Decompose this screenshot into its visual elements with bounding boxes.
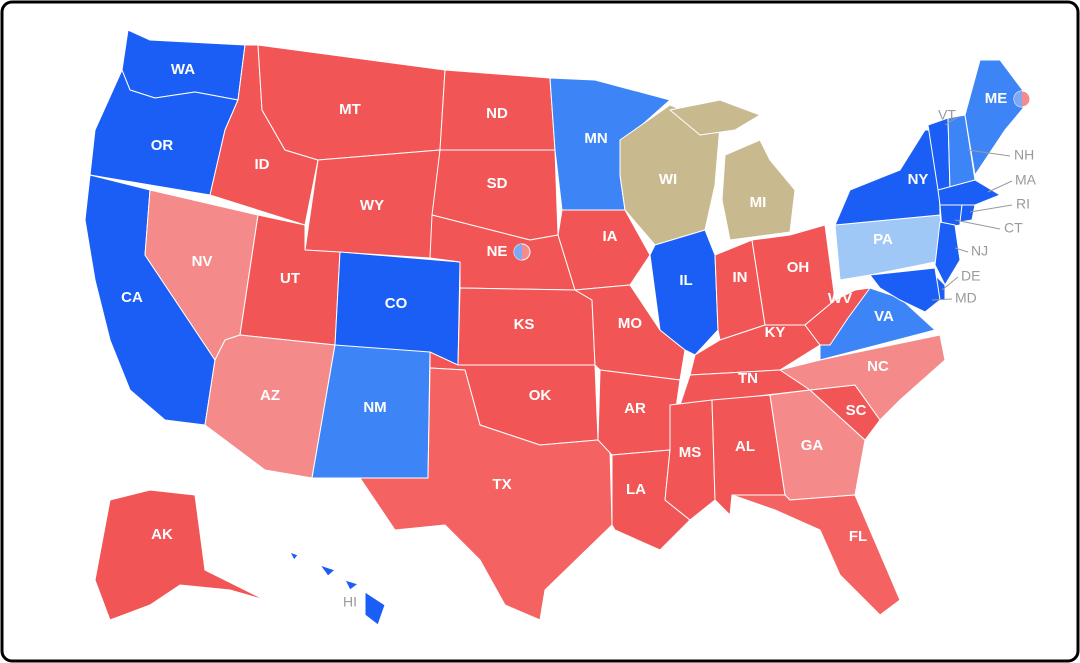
state-label: NY [908,171,929,188]
state-label: ME [985,90,1008,107]
state-label: CT [1004,220,1023,236]
state-label: FL [849,528,867,545]
state-shape[interactable] [344,579,359,591]
state-label: WV [828,290,852,307]
state-shape[interactable] [869,267,941,313]
state-shape[interactable] [364,591,386,626]
state-label: PA [873,231,893,248]
state-shape[interactable] [721,139,796,241]
state-shape[interactable] [959,204,976,223]
state-label: TN [738,370,758,387]
state-shape[interactable] [319,564,336,577]
state-label: ID [255,156,270,173]
leader-line [969,204,1013,213]
state-label: MI [750,194,767,211]
state-label: IL [679,272,692,289]
state-label: AZ [260,387,280,404]
state-label: KY [765,324,786,341]
state-label: VT [938,107,956,123]
state-label: MA [1015,172,1037,188]
leader-line [954,219,1001,230]
labels: WA OR CA ID NV MT WY UT AZ CO NM ND SD N… [121,61,1036,610]
split-marker [1014,91,1022,107]
state-label: NC [867,358,889,375]
state-label: HI [343,594,357,610]
state-shape[interactable] [94,489,266,621]
state-label: AK [151,526,173,543]
state-shape[interactable] [731,494,901,616]
state-label: AR [624,400,646,417]
state-label: OH [787,259,810,276]
state-label: NH [1014,147,1034,163]
state-label: OR [151,137,174,154]
state-label: WI [659,171,677,188]
state-shape[interactable] [669,99,761,136]
state-label: WA [171,61,195,78]
state-label: IA [603,228,618,245]
states [84,29,1031,626]
state-shape[interactable] [937,179,1001,206]
state-label: MS [679,444,702,461]
leader-line [967,149,1011,157]
state-shape[interactable] [779,334,946,421]
state-shape[interactable] [939,204,963,229]
state-label: MO [618,315,642,332]
leader-line [944,116,959,126]
state-label: WY [360,197,384,214]
state-label: UT [280,270,300,287]
state-label: LA [626,481,646,498]
state-label: SD [487,175,508,192]
state-label: VA [874,308,894,325]
state-label: DE [961,268,980,284]
state-label: MT [339,101,361,118]
state-shape[interactable] [934,221,961,286]
state-label: KS [514,316,535,333]
split-markers [513,90,1031,261]
leader-lines [931,116,1013,301]
state-label: OK [529,387,552,404]
state-label: NE [487,243,508,260]
state-label: CA [121,289,143,306]
state-label: TX [492,476,511,493]
leader-line [987,180,1013,193]
state-label: NV [192,253,213,270]
state-shape[interactable] [359,367,613,621]
state-label: MN [584,130,607,147]
state-label: CO [385,295,408,312]
state-shape[interactable] [804,287,871,346]
split-marker [514,244,522,260]
state-label: MD [955,290,977,306]
state-label: SC [846,402,867,419]
state-label: GA [801,437,824,454]
state-label: IN [733,269,748,286]
leader-line [954,247,969,253]
state-label: AL [735,438,755,455]
state-label: NJ [971,243,988,259]
leader-line [931,298,953,301]
state-label: ND [486,105,508,122]
state-label: NM [363,399,386,416]
leader-line [941,276,959,291]
state-label: RI [1016,196,1030,212]
state-shape[interactable] [289,551,299,561]
